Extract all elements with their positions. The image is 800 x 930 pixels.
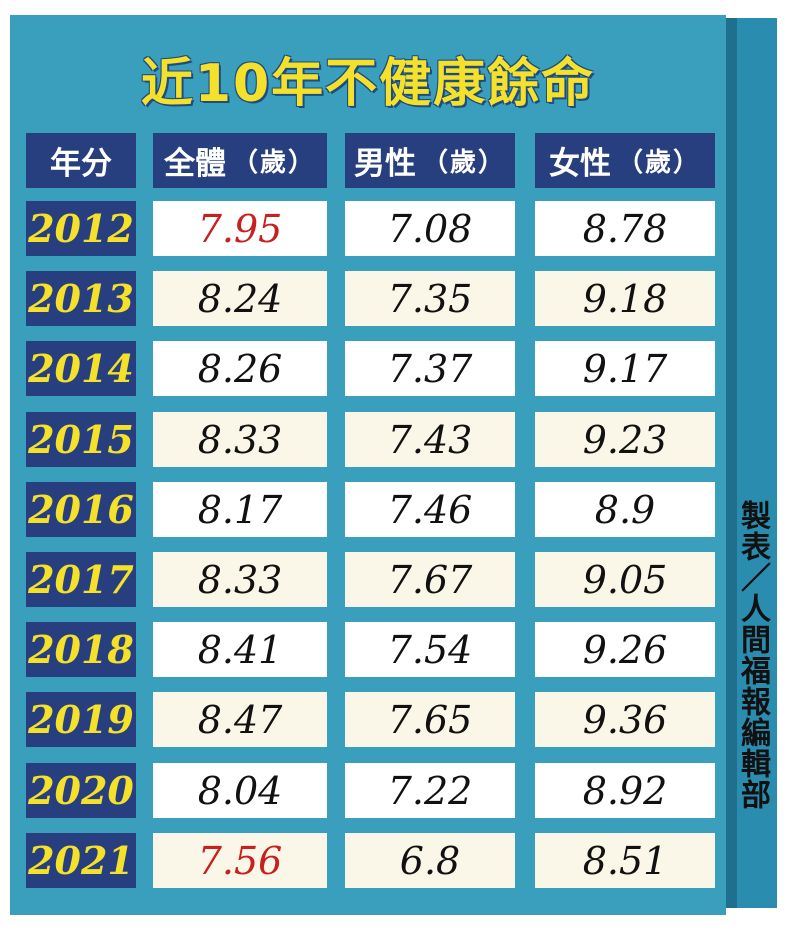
female-cell: 9.36 [535, 692, 715, 747]
female-cell: 8.51 [535, 833, 715, 888]
year-cell: 2016 [26, 482, 136, 537]
male-cell: 6.8 [345, 833, 515, 888]
header-male-unit: （歲） [421, 148, 506, 178]
male-cell: 7.43 [345, 412, 515, 467]
header-female: 女性 （歲） [535, 133, 715, 188]
female-cell: 9.18 [535, 271, 715, 326]
header-year: 年分 [26, 133, 136, 188]
total-cell: 7.56 [153, 833, 327, 888]
year-cell: 2020 [26, 763, 136, 818]
year-cell: 2013 [26, 271, 136, 326]
total-cell: 8.24 [153, 271, 327, 326]
year-cell: 2017 [26, 552, 136, 607]
male-cell: 7.22 [345, 763, 515, 818]
header-female-unit: （歲） [616, 148, 701, 178]
total-cell: 8.33 [153, 412, 327, 467]
chart-title: 近10年不健康餘命 [140, 54, 596, 114]
year-cell: 2021 [26, 833, 136, 888]
header-female-label: 女性 [548, 146, 611, 182]
female-cell: 9.26 [535, 622, 715, 677]
header-male: 男性 （歲） [345, 133, 515, 188]
total-cell: 8.04 [153, 763, 327, 818]
year-cell: 2014 [26, 341, 136, 396]
female-cell: 8.78 [535, 201, 715, 256]
male-cell: 7.67 [345, 552, 515, 607]
female-cell: 8.9 [535, 482, 715, 537]
female-cell: 8.92 [535, 763, 715, 818]
male-cell: 7.46 [345, 482, 515, 537]
table-panel: 近10年不健康餘命 年分 全體 （歲） 男性 （歲） 女性 （歲） 2012 7.… [10, 15, 726, 915]
header-male-label: 男性 [353, 146, 416, 182]
header-total-unit: （歲） [231, 148, 316, 178]
male-cell: 7.08 [345, 201, 515, 256]
header-year-label: 年分 [50, 146, 112, 182]
male-cell: 7.35 [345, 271, 515, 326]
total-cell: 8.41 [153, 622, 327, 677]
header-total-label: 全體 [163, 146, 226, 182]
total-cell: 8.33 [153, 552, 327, 607]
total-cell: 8.47 [153, 692, 327, 747]
male-cell: 7.54 [345, 622, 515, 677]
total-cell: 7.95 [153, 201, 327, 256]
female-cell: 9.17 [535, 341, 715, 396]
header-total: 全體 （歲） [153, 133, 327, 188]
female-cell: 9.23 [535, 412, 715, 467]
male-cell: 7.37 [345, 341, 515, 396]
credit-text: 製表／人間福報編輯部 [735, 500, 770, 810]
year-cell: 2015 [26, 412, 136, 467]
female-cell: 9.05 [535, 552, 715, 607]
year-cell: 2018 [26, 622, 136, 677]
total-cell: 8.17 [153, 482, 327, 537]
year-cell: 2012 [26, 201, 136, 256]
year-cell: 2019 [26, 692, 136, 747]
total-cell: 8.26 [153, 341, 327, 396]
male-cell: 7.65 [345, 692, 515, 747]
